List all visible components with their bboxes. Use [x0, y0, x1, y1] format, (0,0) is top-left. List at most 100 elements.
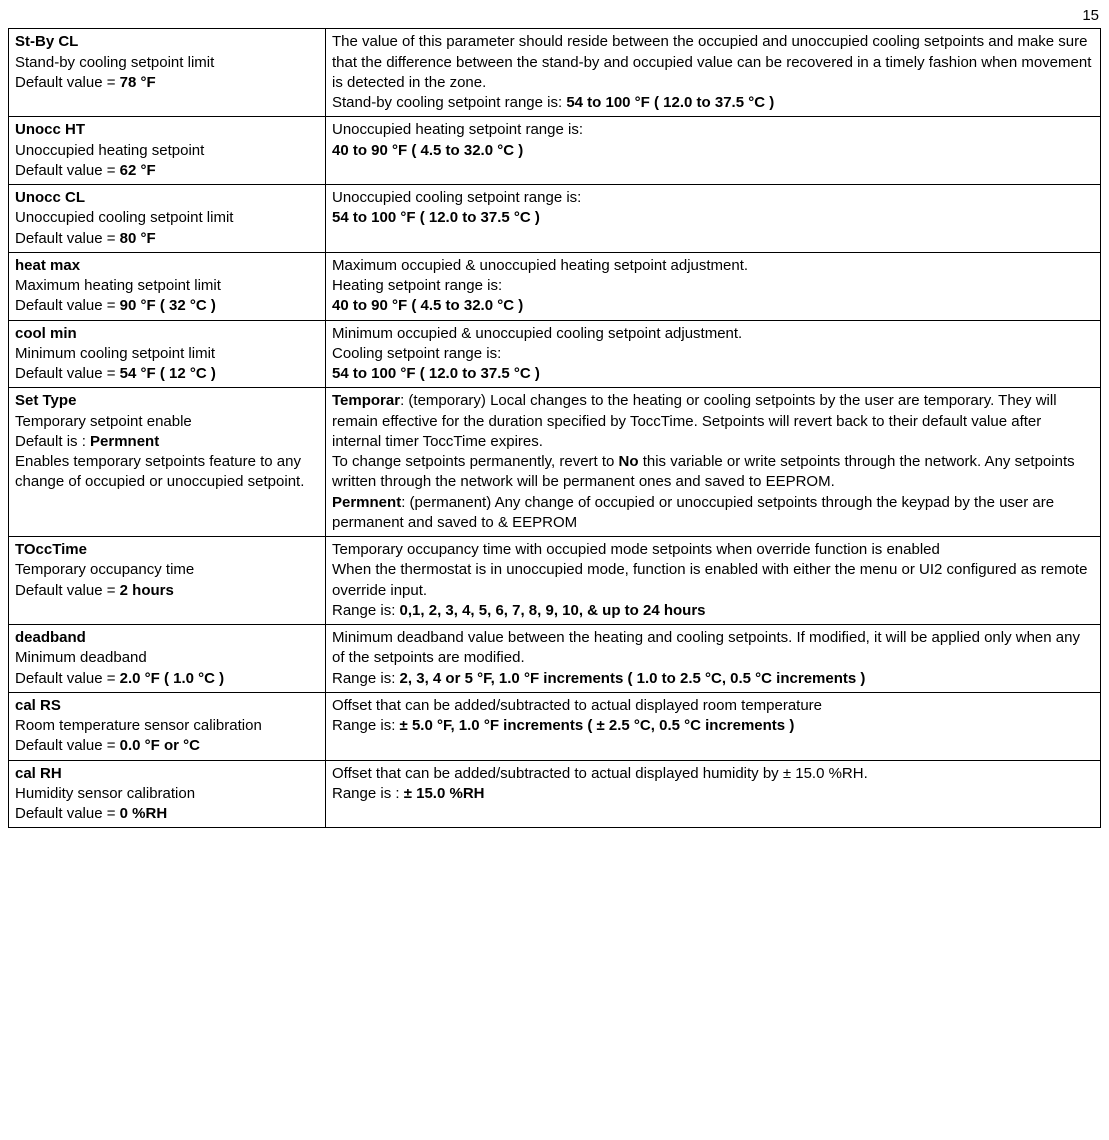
text-line: Humidity sensor calibration — [15, 784, 319, 804]
text-segment: Default value = — [15, 297, 120, 314]
text-segment: Unoccupied cooling setpoint range is: — [332, 189, 581, 206]
text-segment: Permnent — [332, 494, 401, 511]
text-segment: 54 to 100 °F ( 12.0 to 37.5 °C ) — [332, 209, 540, 226]
text-segment: Default value = — [15, 805, 120, 822]
text-segment: : (permanent) Any change of occupied or … — [332, 494, 1054, 531]
text-segment: When the thermostat is in unoccupied mod… — [332, 561, 1087, 598]
text-segment: Humidity sensor calibration — [15, 785, 195, 802]
text-line: Maximum occupied & unoccupied heating se… — [332, 256, 1094, 276]
text-segment: Temporary occupancy time — [15, 561, 194, 578]
text-segment: 54 to 100 °F ( 12.0 to 37.5 °C ) — [566, 94, 774, 111]
text-segment: Minimum occupied & unoccupied cooling se… — [332, 325, 742, 342]
text-line: Unocc CL — [15, 188, 319, 208]
text-segment: deadband — [15, 629, 86, 646]
param-desc-cell: Temporary occupancy time with occupied m… — [326, 537, 1101, 625]
text-segment: The value of this parameter should resid… — [332, 33, 1091, 91]
text-line: Default value = 54 °F ( 12 °C ) — [15, 364, 319, 384]
param-name-cell: Set TypeTemporary setpoint enableDefault… — [9, 388, 326, 537]
text-line: Minimum occupied & unoccupied cooling se… — [332, 324, 1094, 344]
text-segment: Cooling setpoint range is: — [332, 345, 501, 362]
text-line: 40 to 90 °F ( 4.5 to 32.0 °C ) — [332, 296, 1094, 316]
text-segment: Temporary setpoint enable — [15, 413, 192, 430]
text-segment: 54 °F ( 12 °C ) — [120, 365, 216, 382]
param-name-cell: Unocc CLUnoccupied cooling setpoint limi… — [9, 185, 326, 253]
text-segment: Maximum heating setpoint limit — [15, 277, 221, 294]
text-segment: cal RH — [15, 765, 62, 782]
parameters-table: St-By CL Stand-by cooling setpoint limit D… — [8, 28, 1101, 828]
text-line: Minimum cooling setpoint limit — [15, 344, 319, 364]
text-line: Heating setpoint range is: — [332, 276, 1094, 296]
text-line: Temporary setpoint enable — [15, 412, 319, 432]
text-segment: Minimum cooling setpoint limit — [15, 345, 215, 362]
text-line: Unoccupied heating setpoint range is: — [332, 120, 1094, 140]
text-line: Permnent: (permanent) Any change of occu… — [332, 493, 1094, 534]
param-name-cell: cool min Minimum cooling setpoint limit De… — [9, 320, 326, 388]
text-line: Default value = 2 hours — [15, 581, 319, 601]
text-segment: Range is : — [332, 785, 404, 802]
text-segment: Temporary occupancy time with occupied m… — [332, 541, 940, 558]
text-line: Stand-by cooling setpoint range is: 54 t… — [332, 93, 1094, 113]
text-segment: 54 to 100 °F ( 12.0 to 37.5 °C ) — [332, 365, 540, 382]
text-line: 54 to 100 °F ( 12.0 to 37.5 °C ) — [332, 208, 1094, 228]
text-line: 40 to 90 °F ( 4.5 to 32.0 °C ) — [332, 141, 1094, 161]
text-line: cal RS — [15, 696, 319, 716]
text-segment: cal RS — [15, 697, 61, 714]
text-segment: Stand-by cooling setpoint limit — [15, 54, 214, 71]
text-segment: 2, 3, 4 or 5 °F, 1.0 °F increments ( 1.0… — [400, 670, 866, 687]
text-segment: Permnent — [90, 433, 159, 450]
text-segment: Unocc HT — [15, 121, 85, 138]
text-segment: Default value = — [15, 230, 120, 247]
text-line: 54 to 100 °F ( 12.0 to 37.5 °C ) — [332, 364, 1094, 384]
table-row: Set TypeTemporary setpoint enableDefault… — [9, 388, 1101, 537]
text-segment: 80 °F — [120, 230, 156, 247]
text-segment: 40 to 90 °F ( 4.5 to 32.0 °C ) — [332, 142, 523, 159]
text-line: Minimum deadband value between the heati… — [332, 628, 1094, 669]
text-line: To change setpoints permanently, revert … — [332, 452, 1094, 493]
param-name-cell: deadbandMinimum deadbandDefault value = … — [9, 625, 326, 693]
text-line: Unoccupied cooling setpoint limit — [15, 208, 319, 228]
text-segment: Default is : — [15, 433, 90, 450]
text-line: heat max — [15, 256, 319, 276]
text-line: Temporary occupancy time with occupied m… — [332, 540, 1094, 560]
text-line: Offset that can be added/subtracted to a… — [332, 764, 1094, 784]
text-segment: St-By CL — [15, 33, 78, 50]
text-segment: Default value = — [15, 737, 120, 754]
text-segment: 0,1, 2, 3, 4, 5, 6, 7, 8, 9, 10, & up to… — [400, 602, 706, 619]
table-row: Unocc CLUnoccupied cooling setpoint limi… — [9, 185, 1101, 253]
table-row: TOccTimeTemporary occupancy timeDefault … — [9, 537, 1101, 625]
parameters-tbody: St-By CL Stand-by cooling setpoint limit D… — [9, 29, 1101, 828]
param-desc-cell: Offset that can be added/subtracted to a… — [326, 760, 1101, 828]
text-segment: : (temporary) Local changes to the heati… — [332, 392, 1057, 450]
text-segment: ± 5.0 °F, 1.0 °F increments ( ± 2.5 °C, … — [400, 717, 795, 734]
param-desc-cell: The value of this parameter should resid… — [326, 29, 1101, 117]
text-segment: Default value = — [15, 74, 120, 91]
param-desc-cell: Maximum occupied & unoccupied heating se… — [326, 252, 1101, 320]
table-row: heat max Maximum heating setpoint limit De… — [9, 252, 1101, 320]
text-segment: Default value = — [15, 162, 120, 179]
text-segment: Maximum occupied & unoccupied heating se… — [332, 257, 748, 274]
param-name-cell: cal RH Humidity sensor calibration Default… — [9, 760, 326, 828]
text-segment: heat max — [15, 257, 80, 274]
text-segment: cool min — [15, 325, 77, 342]
table-row: deadbandMinimum deadbandDefault value = … — [9, 625, 1101, 693]
table-row: cal RH Humidity sensor calibration Default… — [9, 760, 1101, 828]
text-line: Range is : ± 15.0 %RH — [332, 784, 1094, 804]
text-line: Default value = 78 °F — [15, 73, 319, 93]
param-name-cell: cal RSRoom temperature sensor calibratio… — [9, 692, 326, 760]
param-name-cell: heat max Maximum heating setpoint limit De… — [9, 252, 326, 320]
table-row: cool min Minimum cooling setpoint limit De… — [9, 320, 1101, 388]
text-segment: Unoccupied cooling setpoint limit — [15, 209, 233, 226]
text-line: Range is: 2, 3, 4 or 5 °F, 1.0 °F increm… — [332, 669, 1094, 689]
param-desc-cell: Minimum occupied & unoccupied cooling se… — [326, 320, 1101, 388]
text-line: Cooling setpoint range is: — [332, 344, 1094, 364]
text-line: Temporar: (temporary) Local changes to t… — [332, 391, 1094, 452]
text-segment: No — [619, 453, 639, 470]
text-segment: Unoccupied heating setpoint range is: — [332, 121, 583, 138]
text-line: cool min — [15, 324, 319, 344]
text-segment: 2.0 °F ( 1.0 °C ) — [120, 670, 225, 687]
page-number: 15 — [8, 6, 1101, 26]
text-line: When the thermostat is in unoccupied mod… — [332, 560, 1094, 601]
param-desc-cell: Minimum deadband value between the heati… — [326, 625, 1101, 693]
text-line: cal RH — [15, 764, 319, 784]
text-segment: Default value = — [15, 582, 120, 599]
